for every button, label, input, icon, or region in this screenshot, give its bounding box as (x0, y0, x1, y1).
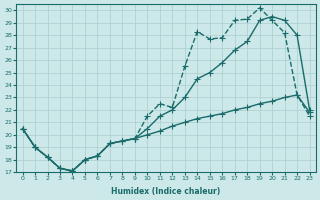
X-axis label: Humidex (Indice chaleur): Humidex (Indice chaleur) (111, 187, 221, 196)
